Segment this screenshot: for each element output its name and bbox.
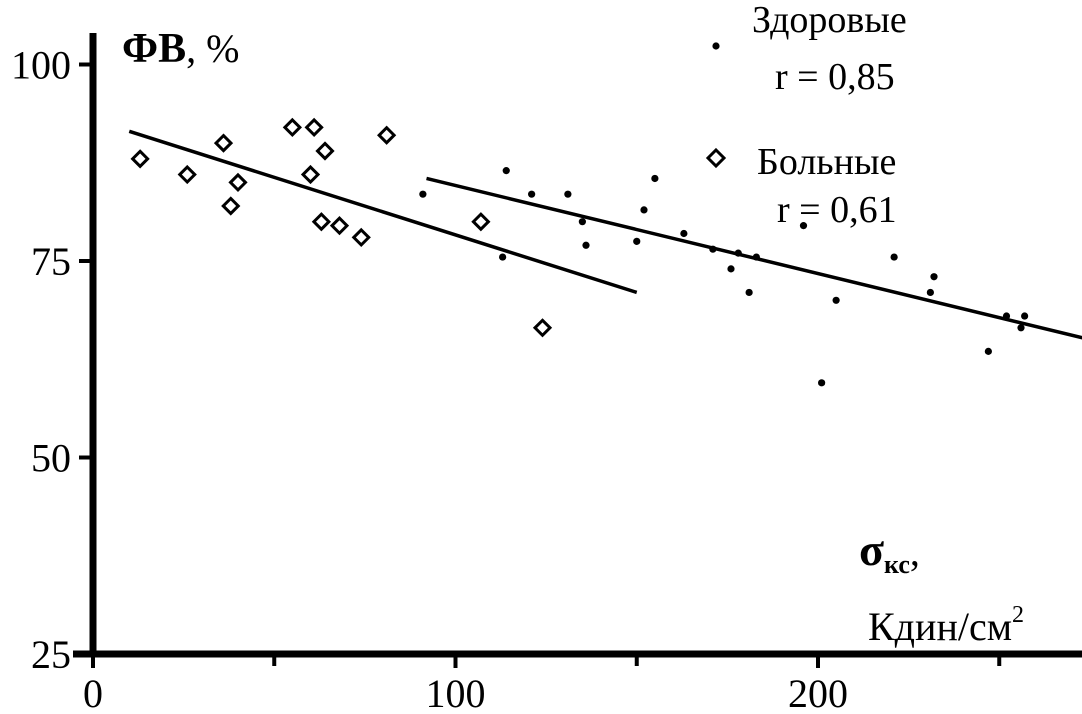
patient-point: [221, 196, 241, 216]
x-axis-superscript: 2: [1012, 602, 1024, 628]
y-axis-title: ФВ, %: [122, 26, 239, 72]
healthy-point: [799, 222, 808, 230]
healthy-point: [709, 245, 717, 253]
tick-labels: 0100200300255075100: [11, 43, 848, 714]
x-axis-comma: ,: [910, 529, 920, 574]
healthy-point: [502, 167, 510, 175]
healthy-point: [1021, 312, 1029, 320]
trend-line-healthy: [426, 176, 1082, 340]
patient-point: [329, 216, 350, 236]
healthy-point: [1002, 312, 1011, 320]
healthy-point: [930, 273, 938, 281]
healthy-point: [832, 296, 840, 304]
healthy-point: [640, 206, 648, 214]
x-axis-subscript: кс: [884, 550, 910, 579]
x-tick-label: 200: [788, 671, 848, 714]
healthy-point: [752, 253, 760, 261]
patient-point: [304, 117, 324, 138]
healthy-point: [745, 288, 753, 297]
healthy-point: [499, 253, 507, 261]
healthy-point: [633, 237, 641, 245]
patient-point: [311, 212, 331, 232]
patient-point: [177, 164, 197, 185]
healthy-point: [926, 288, 934, 297]
healthy-point: [984, 347, 992, 355]
patient-point: [213, 133, 234, 153]
patient-point: [130, 149, 150, 169]
trend-lines: [128, 129, 1082, 340]
healthy-point: [582, 241, 590, 249]
y-tick-label: 100: [11, 43, 71, 88]
x-axis-title-symbol: σкс,: [859, 524, 920, 579]
legend-stat-patients: r = 0,61: [777, 189, 897, 231]
y-axis-title-main: ФВ: [122, 26, 186, 72]
patient-point: [471, 212, 491, 232]
patient-point: [377, 125, 397, 145]
healthy-point: [680, 229, 688, 238]
x-tick-label: 100: [426, 671, 486, 714]
patient-point: [282, 117, 302, 138]
x-axis-symbol: σ: [859, 524, 884, 575]
data-points: [130, 117, 1029, 387]
legend-label-healthy: Здоровые: [752, 0, 907, 41]
x-axis-unit: Кдин/см: [868, 604, 1012, 649]
healthy-point: [1017, 324, 1025, 332]
legend: Здоровые r = 0,85 Больные r = 0,61: [705, 0, 907, 231]
healthy-point: [727, 265, 735, 273]
x-tick-label: 0: [83, 671, 103, 714]
healthy-point: [578, 218, 586, 226]
axes: [73, 33, 1082, 668]
healthy-point: [564, 190, 572, 198]
legend-label-patients: Больные: [757, 141, 896, 183]
patient-point: [228, 172, 248, 193]
patient-point: [532, 318, 553, 338]
y-axis-title-unit: , %: [186, 26, 239, 71]
y-tick-label: 50: [31, 436, 71, 481]
healthy-point: [818, 379, 826, 387]
healthy-point: [734, 249, 742, 257]
trend-line-patients: [128, 129, 638, 295]
legend-marker-patients: [705, 147, 727, 169]
x-axis-title-unit: Кдин/см2: [868, 602, 1024, 649]
healthy-point: [651, 174, 659, 183]
healthy-point: [419, 190, 427, 198]
patient-point: [315, 141, 335, 161]
y-tick-label: 25: [31, 632, 71, 677]
y-tick-label: 75: [31, 239, 71, 284]
patient-point: [351, 227, 371, 248]
healthy-point: [890, 253, 898, 261]
patient-point: [300, 164, 321, 185]
legend-marker-healthy: [712, 42, 720, 50]
legend-stat-healthy: r = 0,85: [775, 56, 895, 98]
healthy-point: [528, 190, 536, 198]
